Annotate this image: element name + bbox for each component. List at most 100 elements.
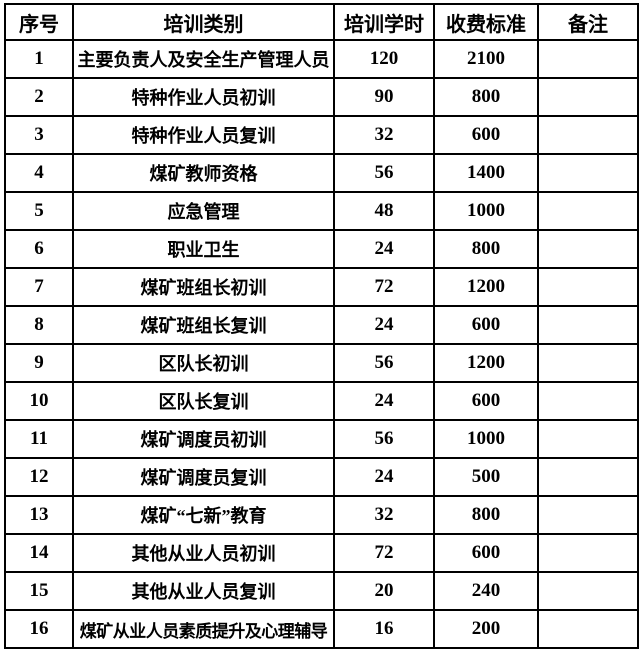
cell-hours: 56	[333, 419, 435, 459]
cell-remark	[537, 533, 639, 573]
cell-remark	[537, 609, 639, 649]
cell-remark	[537, 267, 639, 307]
cell-remark	[537, 381, 639, 421]
cell-serial-number: 4	[4, 153, 74, 193]
table-row: 2 特种作业人员初训 90 800	[4, 77, 639, 117]
table-row: 14 其他从业人员初训 72 600	[4, 533, 639, 573]
cell-serial-number: 14	[4, 533, 74, 573]
cell-category: 煤矿调度员复训	[72, 457, 335, 497]
cell-fee: 1000	[433, 191, 539, 231]
table-row: 7 煤矿班组长初训 72 1200	[4, 267, 639, 307]
training-fee-table: 序号 培训类别 培训学时 收费标准 备注 1 主要负责人及安全生产管理人员 12…	[4, 3, 639, 649]
table-row: 12 煤矿调度员复训 24 500	[4, 457, 639, 497]
cell-remark	[537, 571, 639, 611]
cell-remark	[537, 495, 639, 535]
cell-fee: 1000	[433, 419, 539, 459]
table-row: 13 煤矿“七新”教育 32 800	[4, 495, 639, 535]
cell-hours: 24	[333, 305, 435, 345]
cell-serial-number: 15	[4, 571, 74, 611]
cell-fee: 600	[433, 305, 539, 345]
table-row: 11 煤矿调度员初训 56 1000	[4, 419, 639, 459]
cell-serial-number: 12	[4, 457, 74, 497]
cell-hours: 72	[333, 267, 435, 307]
table-row: 15 其他从业人员复训 20 240	[4, 571, 639, 611]
cell-serial-number: 5	[4, 191, 74, 231]
table-body: 1 主要负责人及安全生产管理人员 120 2100 2 特种作业人员初训 90 …	[4, 39, 639, 649]
cell-hours: 24	[333, 457, 435, 497]
table-row: 6 职业卫生 24 800	[4, 229, 639, 269]
cell-fee: 600	[433, 533, 539, 573]
cell-remark	[537, 153, 639, 193]
cell-remark	[537, 229, 639, 269]
cell-fee: 240	[433, 571, 539, 611]
cell-serial-number: 7	[4, 267, 74, 307]
cell-remark	[537, 343, 639, 383]
cell-fee: 1400	[433, 153, 539, 193]
table-row: 4 煤矿教师资格 56 1400	[4, 153, 639, 193]
cell-category: 特种作业人员初训	[72, 77, 335, 117]
cell-category: 应急管理	[72, 191, 335, 231]
cell-serial-number: 1	[4, 39, 74, 79]
cell-fee: 800	[433, 495, 539, 535]
header-remark: 备注	[537, 3, 639, 41]
cell-remark	[537, 457, 639, 497]
cell-serial-number: 13	[4, 495, 74, 535]
cell-category: 主要负责人及安全生产管理人员	[72, 39, 335, 79]
cell-hours: 48	[333, 191, 435, 231]
cell-category: 区队长复训	[72, 381, 335, 421]
cell-hours: 24	[333, 381, 435, 421]
cell-remark	[537, 39, 639, 79]
cell-hours: 56	[333, 343, 435, 383]
cell-category: 煤矿调度员初训	[72, 419, 335, 459]
cell-serial-number: 2	[4, 77, 74, 117]
table-row: 3 特种作业人员复训 32 600	[4, 115, 639, 155]
header-hours: 培训学时	[333, 3, 435, 41]
table-row: 5 应急管理 48 1000	[4, 191, 639, 231]
cell-category: 煤矿从业人员素质提升及心理辅导	[72, 609, 335, 649]
cell-fee: 600	[433, 381, 539, 421]
cell-category: 其他从业人员初训	[72, 533, 335, 573]
cell-fee: 500	[433, 457, 539, 497]
cell-category: 特种作业人员复训	[72, 115, 335, 155]
header-serial-number: 序号	[4, 3, 74, 41]
cell-hours: 32	[333, 495, 435, 535]
cell-fee: 1200	[433, 267, 539, 307]
header-fee: 收费标准	[433, 3, 539, 41]
cell-category: 其他从业人员复训	[72, 571, 335, 611]
cell-remark	[537, 115, 639, 155]
cell-fee: 600	[433, 115, 539, 155]
cell-hours: 32	[333, 115, 435, 155]
cell-category: 煤矿班组长复训	[72, 305, 335, 345]
cell-remark	[537, 77, 639, 117]
cell-category: 煤矿班组长初训	[72, 267, 335, 307]
cell-serial-number: 3	[4, 115, 74, 155]
table-header: 序号 培训类别 培训学时 收费标准 备注	[4, 3, 639, 41]
cell-fee: 200	[433, 609, 539, 649]
cell-hours: 20	[333, 571, 435, 611]
table-row: 10 区队长复训 24 600	[4, 381, 639, 421]
table-row: 8 煤矿班组长复训 24 600	[4, 305, 639, 345]
header-category: 培训类别	[72, 3, 335, 41]
cell-fee: 800	[433, 229, 539, 269]
table-row: 9 区队长初训 56 1200	[4, 343, 639, 383]
cell-hours: 24	[333, 229, 435, 269]
cell-hours: 120	[333, 39, 435, 79]
cell-serial-number: 6	[4, 229, 74, 269]
table-row: 16 煤矿从业人员素质提升及心理辅导 16 200	[4, 609, 639, 649]
cell-hours: 56	[333, 153, 435, 193]
cell-category: 煤矿教师资格	[72, 153, 335, 193]
cell-fee: 800	[433, 77, 539, 117]
cell-serial-number: 9	[4, 343, 74, 383]
cell-hours: 16	[333, 609, 435, 649]
cell-serial-number: 10	[4, 381, 74, 421]
cell-hours: 90	[333, 77, 435, 117]
cell-fee: 1200	[433, 343, 539, 383]
cell-serial-number: 8	[4, 305, 74, 345]
table-row: 1 主要负责人及安全生产管理人员 120 2100	[4, 39, 639, 79]
cell-category: 区队长初训	[72, 343, 335, 383]
cell-remark	[537, 419, 639, 459]
cell-category: 职业卫生	[72, 229, 335, 269]
cell-hours: 72	[333, 533, 435, 573]
header-row: 序号 培训类别 培训学时 收费标准 备注	[4, 3, 639, 41]
cell-category: 煤矿“七新”教育	[72, 495, 335, 535]
